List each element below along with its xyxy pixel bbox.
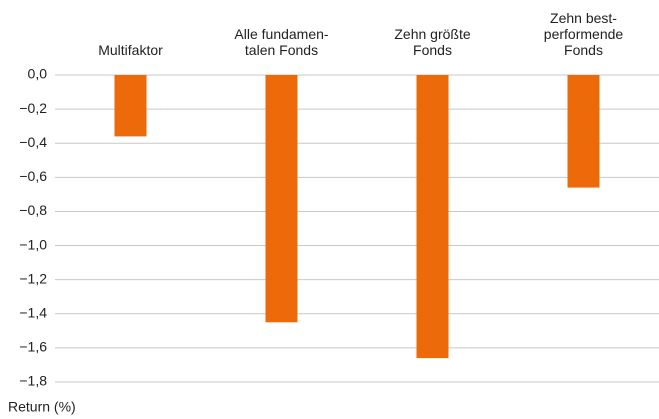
bar: [114, 75, 147, 137]
x-category-label: Zehn best- performende Fonds: [543, 10, 624, 58]
x-category-label: Zehn größte Fonds: [394, 26, 471, 58]
y-tick-label: −1,2: [19, 270, 47, 286]
y-tick-label: −0,6: [19, 168, 47, 184]
x-category-label: Multifaktor: [98, 42, 163, 58]
bar: [265, 75, 298, 323]
y-tick-label: −0,4: [19, 134, 47, 150]
y-tick-label: −1,8: [19, 373, 47, 389]
y-tick-label: −1,4: [19, 304, 47, 320]
y-tick-label: −1,0: [19, 236, 47, 252]
y-tick-label: −1,6: [19, 339, 47, 355]
bar: [567, 75, 600, 188]
y-tick-label: 0,0: [28, 66, 48, 82]
bar: [416, 75, 449, 359]
y-tick-label: −0,8: [19, 202, 47, 218]
y-axis-label: Return (%): [8, 399, 76, 415]
x-category-label: Alle fundamen- talen Fonds: [234, 26, 329, 58]
y-tick-label: −0,2: [19, 100, 47, 116]
